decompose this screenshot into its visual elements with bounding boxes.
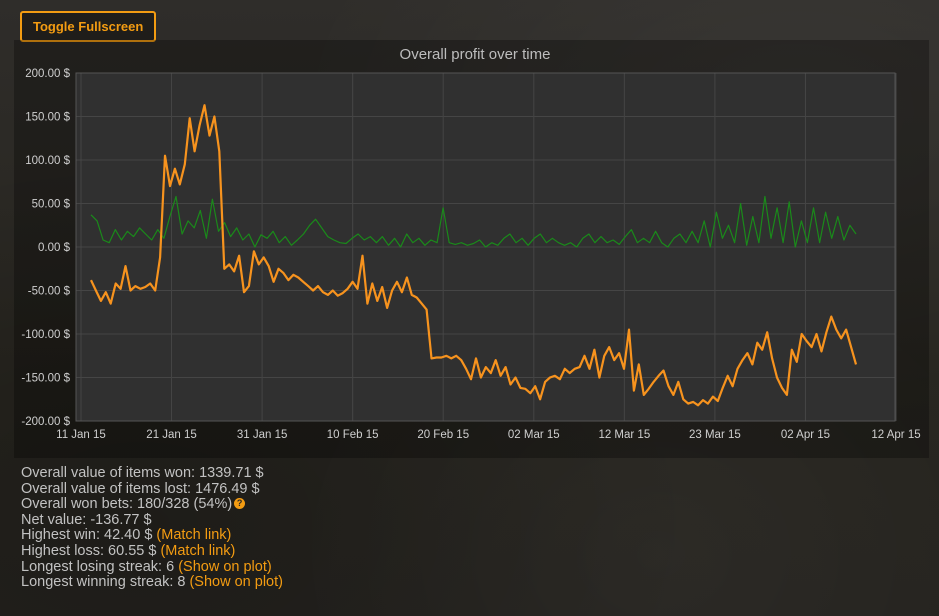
x-tick-label: 31 Jan 15 [237,429,288,441]
stat-highest-loss: Highest loss: 60.55 $ (Match link) [21,542,283,560]
y-tick-label: 100.00 $ [25,155,70,167]
stat-net-value: Net value: -136.77 $ [21,511,152,528]
y-axis: 200.00 $ 150.00 $ 100.00 $ 50.00 $ 0.00 $ -50… [21,68,70,428]
stat-losing-streak: Longest losing streak: 6 (Show on plot) [21,558,283,576]
chart-series [90,104,858,407]
x-tick-label: 02 Apr 15 [781,429,830,441]
highest-win-match-link[interactable]: (Match link) [156,527,232,544]
stat-highest-win-text: Highest win: 42.40 $ [21,527,157,544]
question-mark-icon[interactable]: ? [234,497,246,509]
stat-won-value: Overall value of items won: 1339.71 $ [21,465,264,481]
y-tick-label: 50.00 $ [32,199,71,211]
stat-winning-streak: Longest winning streak: 8 (Show on plot) [21,574,283,591]
x-axis: 11 Jan 15 21 Jan 15 31 Jan 15 10 Feb 15 20 F… [56,429,920,441]
stat-winning-streak-text: Longest winning streak: 8 [21,574,190,591]
stat-highest-loss-text: Highest loss: 60.55 $ [21,542,161,559]
chart-title: Overall profit over time [400,46,551,63]
y-tick-label: 150.00 $ [25,112,70,124]
plot-border [75,72,896,422]
toggle-fullscreen-button[interactable]: Toggle Fullscreen [20,11,157,42]
winning-streak-show-on-plot-link[interactable]: (Show on plot) [189,574,283,591]
stat-won-bets: Overall won bets: 180/328 (54%)? [21,496,283,513]
y-tick-label: -200.00 $ [21,416,70,428]
y-tick-label: -150.00 $ [21,373,70,385]
profit-series-line [90,104,858,407]
stat-highest-win: Highest win: 42.40 $ (Match link) [21,528,283,544]
losing-streak-show-on-plot-link[interactable]: (Show on plot) [178,558,272,575]
stats-panel: Overall value of items won: 1339.71 $ Ov… [21,465,283,591]
x-tick-label: 10 Feb 15 [327,429,379,441]
y-tick-label: -50.00 $ [28,286,71,298]
profit-chart: Overall profit over time 200.00 $ 150.00 … [21,46,920,441]
stat-lost-value: Overall value of items lost: 1476.49 $ [21,480,260,497]
x-tick-label: 02 Mar 15 [508,429,560,441]
secondary-series-line [90,195,857,248]
y-tick-label: 200.00 $ [25,68,70,80]
x-tick-label: 20 Feb 15 [417,429,469,441]
stat-won-bets-text: Overall won bets: 180/328 (54%) [21,496,233,513]
y-tick-label: -100.00 $ [21,329,70,341]
x-tick-label: 23 Mar 15 [689,429,741,441]
x-tick-label: 12 Apr 15 [871,429,920,441]
stat-losing-streak-text: Longest losing streak: 6 [21,558,179,575]
chart-grid [75,72,897,422]
x-tick-label: 21 Jan 15 [146,429,197,441]
y-tick-label: 0.00 $ [38,242,71,254]
x-tick-label: 12 Mar 15 [598,429,650,441]
x-tick-label: 11 Jan 15 [56,429,106,441]
highest-loss-match-link[interactable]: (Match link) [160,542,236,559]
